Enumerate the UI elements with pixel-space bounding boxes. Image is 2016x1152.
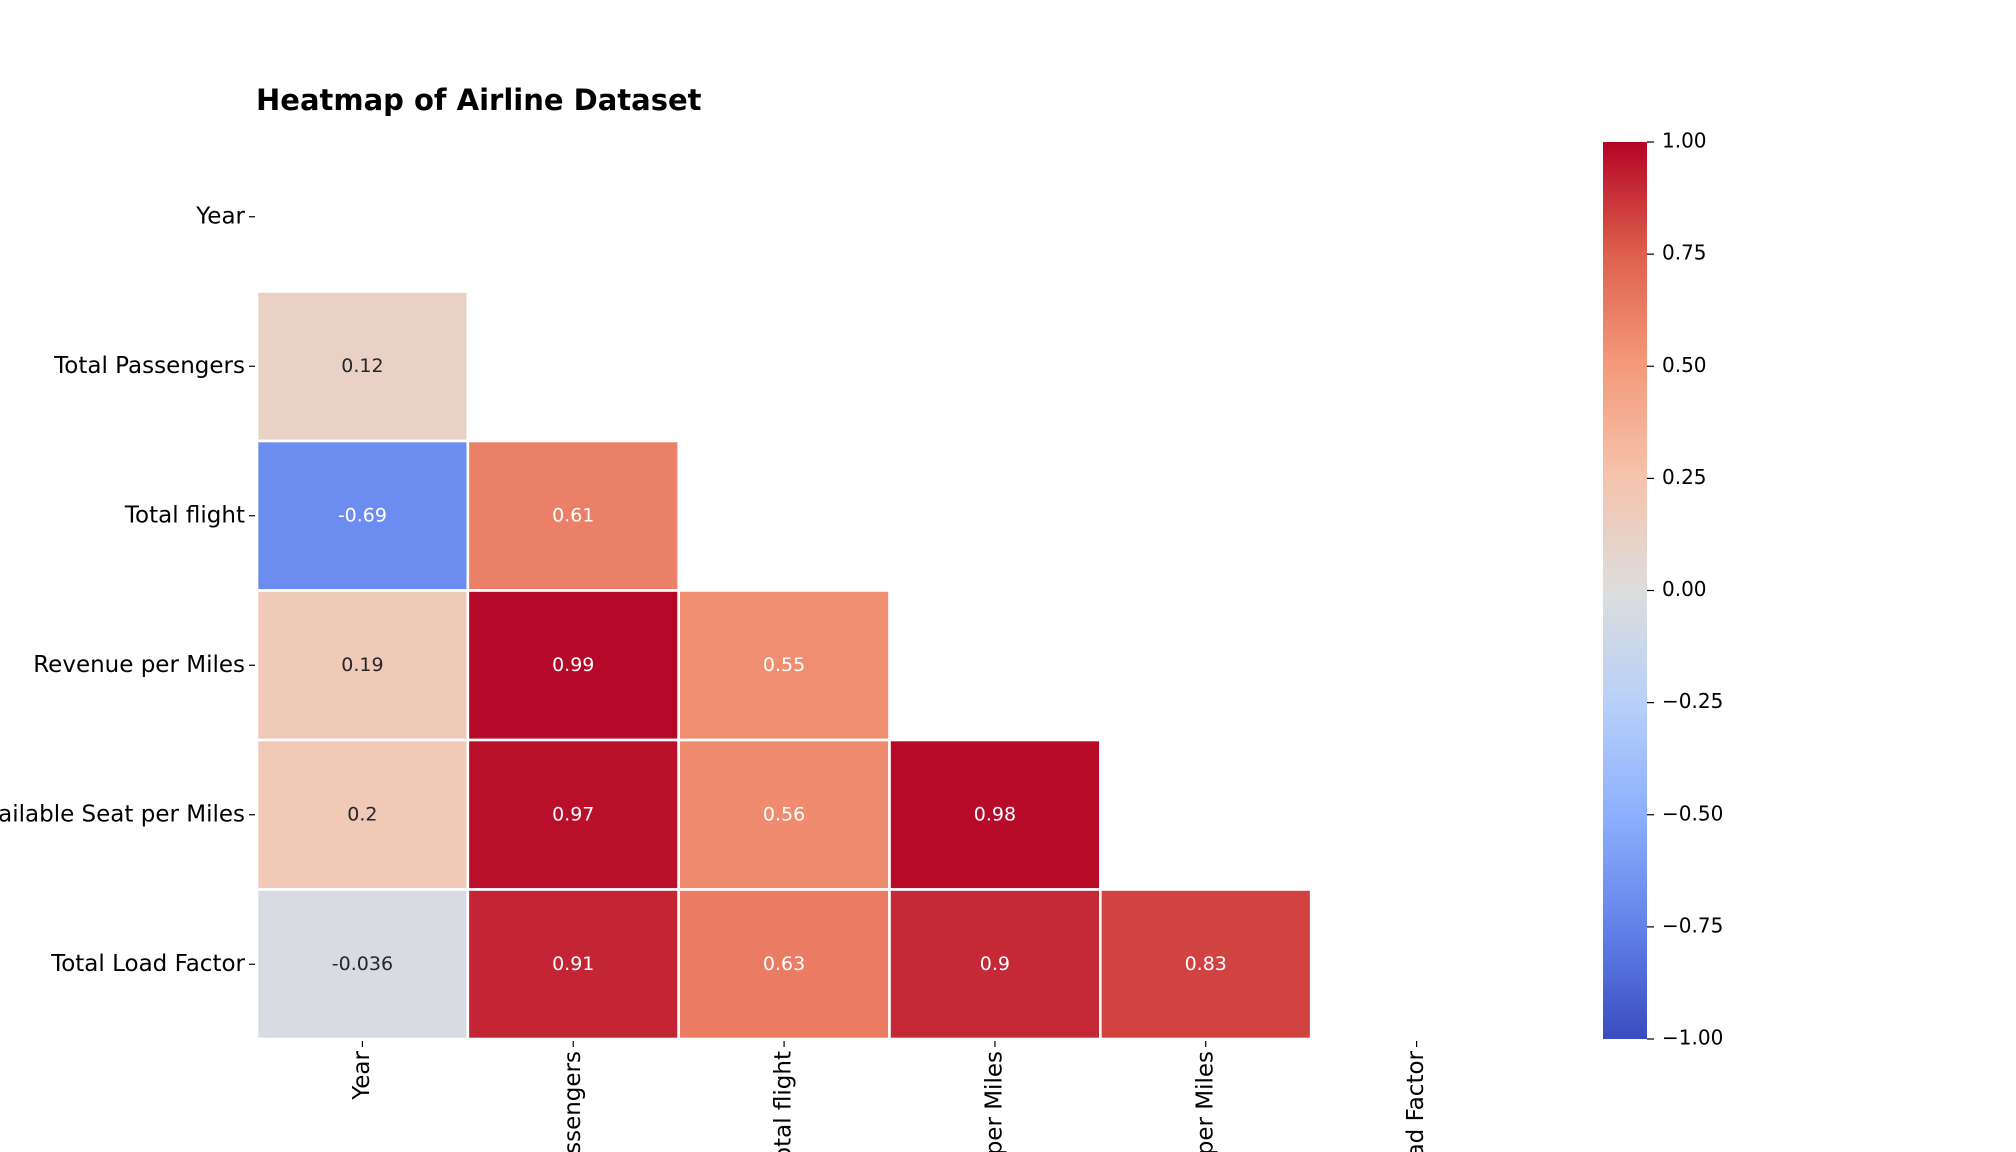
cell-label: 0.61 bbox=[552, 504, 594, 526]
x-tick-label: Total Load Factor bbox=[1403, 1050, 1429, 1152]
cell-label: 0.98 bbox=[974, 803, 1016, 825]
cell-label: 0.99 bbox=[552, 654, 594, 676]
heatmap-cell bbox=[255, 738, 470, 891]
cell-label: 0.63 bbox=[763, 953, 805, 975]
cell-label: 0.56 bbox=[763, 803, 805, 825]
heatmap-cell bbox=[255, 888, 470, 1041]
chart-title: Heatmap of Airline Dataset bbox=[256, 83, 702, 117]
y-tick-label: Year bbox=[195, 203, 245, 229]
cell-label: 0.55 bbox=[763, 654, 805, 676]
cell-label: 0.19 bbox=[341, 654, 383, 676]
y-tick-label: Available Seat per Miles bbox=[0, 801, 245, 827]
cell-label: 0.12 bbox=[341, 355, 383, 377]
colorbar-tick-label: −0.75 bbox=[1662, 913, 1723, 937]
heatmap-cell bbox=[255, 439, 470, 592]
x-tick-label: Available Seat per Miles bbox=[1192, 1051, 1218, 1152]
heatmap-cell bbox=[255, 290, 470, 443]
x-tick-label: Revenue per Miles bbox=[981, 1051, 1007, 1152]
cell-label: -0.69 bbox=[338, 504, 387, 526]
colorbar-tick-label: 0.00 bbox=[1662, 577, 1707, 601]
cell-label: 0.91 bbox=[552, 953, 594, 975]
heatmap-cell bbox=[677, 738, 891, 891]
colorbar-tick-label: −1.00 bbox=[1662, 1026, 1723, 1050]
heatmap-cell bbox=[466, 439, 680, 592]
colorbar-tick-label: 1.00 bbox=[1662, 129, 1707, 153]
x-tick-label: Year bbox=[349, 1050, 375, 1100]
colorbar-tick-label: 0.75 bbox=[1662, 241, 1707, 265]
y-tick-label: Total Passengers bbox=[53, 353, 245, 379]
y-tick-label: Total Load Factor bbox=[50, 951, 245, 977]
colorbar-tick-label: 0.50 bbox=[1662, 353, 1707, 377]
heatmap-cell bbox=[1099, 888, 1313, 1041]
heatmap-cell bbox=[255, 589, 470, 742]
colorbar-tick-label: −0.25 bbox=[1662, 689, 1723, 713]
y-tick-label: Revenue per Miles bbox=[33, 652, 245, 678]
y-tick-label: Total flight bbox=[124, 502, 245, 528]
heatmap-cell bbox=[888, 888, 1102, 1041]
colorbar bbox=[1603, 142, 1647, 1039]
heatmap-cell bbox=[677, 888, 891, 1041]
cell-label: 0.2 bbox=[347, 803, 377, 825]
colorbar-tick-label: 0.25 bbox=[1662, 465, 1707, 489]
cell-label: 0.83 bbox=[1185, 953, 1227, 975]
cell-label: 0.9 bbox=[980, 953, 1010, 975]
cell-label: -0.036 bbox=[332, 953, 393, 975]
heatmap-cell bbox=[466, 888, 680, 1041]
cell-label: 0.97 bbox=[552, 803, 594, 825]
heatmap-cell bbox=[888, 738, 1102, 891]
x-tick-label: Total Passengers bbox=[560, 1051, 586, 1152]
x-tick-label: Total flight bbox=[771, 1051, 797, 1152]
colorbar-tick-label: −0.50 bbox=[1662, 801, 1723, 825]
